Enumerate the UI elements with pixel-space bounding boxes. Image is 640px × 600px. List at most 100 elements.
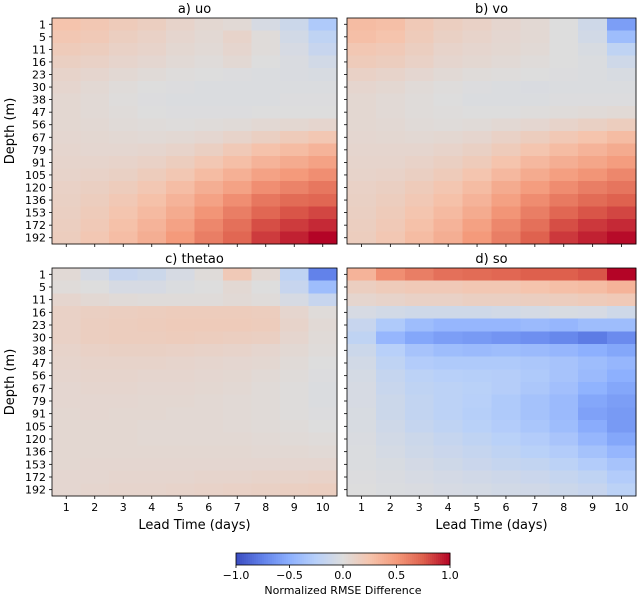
heatmap-cell xyxy=(433,382,464,396)
heatmap-cell xyxy=(223,131,253,145)
heatmap-cell xyxy=(404,293,435,307)
x-tick-label: 2 xyxy=(387,501,394,514)
heatmap-cell xyxy=(223,331,253,345)
heatmap-cell xyxy=(520,18,550,32)
heatmap-cell xyxy=(166,193,196,207)
heatmap-cell xyxy=(194,105,224,120)
heatmap-cell xyxy=(520,432,550,446)
heatmap-cell xyxy=(404,80,435,94)
colorbar-step xyxy=(398,553,401,565)
heatmap-cell xyxy=(520,55,550,69)
heatmap-cell xyxy=(520,407,550,421)
heatmap-cell xyxy=(308,206,338,220)
heatmap-cell xyxy=(137,420,167,434)
heatmap-cell xyxy=(137,18,167,32)
heatmap-cell xyxy=(347,382,377,396)
heatmap-cell xyxy=(280,394,310,408)
x-tick-label: 9 xyxy=(589,501,596,514)
heatmap-cell xyxy=(251,344,281,358)
heatmap-cell xyxy=(491,306,521,320)
heatmap-cell xyxy=(433,445,464,459)
heatmap-cell xyxy=(223,369,253,383)
heatmap-cell xyxy=(109,30,139,44)
heatmap-cell xyxy=(433,206,464,220)
heatmap-panel-1: a) uo15111623303847566779911051201361531… xyxy=(3,2,338,247)
heatmap-cell xyxy=(520,483,550,497)
colorbar-step xyxy=(328,553,331,565)
heatmap-cell xyxy=(223,420,253,434)
colorbar-step xyxy=(348,553,351,565)
heatmap-cell xyxy=(308,280,338,294)
heatmap-cell xyxy=(194,306,224,320)
heatmap-cell xyxy=(280,206,310,220)
heatmap-cell xyxy=(520,193,550,207)
y-tick-label: 16 xyxy=(32,56,46,69)
heatmap-cell xyxy=(549,131,579,145)
colorbar-step xyxy=(354,553,357,565)
heatmap-cell xyxy=(109,118,139,132)
heatmap-cell xyxy=(607,80,637,94)
heatmap-cell xyxy=(607,93,637,107)
heatmap-cell xyxy=(223,55,253,69)
heatmap-cell xyxy=(375,193,406,207)
heatmap-cell xyxy=(280,293,310,307)
heatmap-cell xyxy=(578,218,608,233)
colorbar-step xyxy=(352,553,355,565)
heatmap-cell xyxy=(308,43,338,57)
heatmap-cell xyxy=(404,30,435,44)
colorbar-step xyxy=(266,553,269,565)
heatmap-cell xyxy=(375,218,406,233)
heatmap-cell xyxy=(578,432,608,446)
heatmap-cell xyxy=(52,420,82,434)
heatmap-cell xyxy=(223,218,253,233)
heatmap-cell xyxy=(251,43,281,57)
heatmap-cell xyxy=(308,331,338,345)
heatmap-cell xyxy=(607,432,637,446)
heatmap-cell xyxy=(251,483,281,497)
heatmap-cell xyxy=(137,218,167,233)
heatmap-cell xyxy=(347,206,377,220)
heatmap-cell xyxy=(607,306,637,320)
heatmap-cell xyxy=(491,206,521,220)
heatmap-cell xyxy=(280,268,310,282)
heatmap-cell xyxy=(166,268,196,282)
heatmap-cell xyxy=(347,306,377,320)
x-tick-label: 5 xyxy=(474,501,481,514)
colorbar-step xyxy=(346,553,349,565)
colorbar-step xyxy=(444,553,447,565)
heatmap-cell xyxy=(549,331,579,345)
heatmap-cell xyxy=(137,118,167,132)
heatmap-cell xyxy=(251,318,281,332)
heatmap-cell xyxy=(549,143,579,157)
heatmap-cell xyxy=(52,470,82,484)
heatmap-cell xyxy=(280,407,310,421)
heatmap-cell xyxy=(80,331,110,345)
heatmap-cell xyxy=(375,445,406,459)
heatmap-cell xyxy=(375,68,406,82)
heatmap-cell xyxy=(194,331,224,345)
y-tick-label: 105 xyxy=(25,169,46,182)
x-tick-label: 10 xyxy=(316,501,330,514)
colorbar-step xyxy=(378,553,381,565)
heatmap-cell xyxy=(166,344,196,358)
heatmap-cell xyxy=(80,394,110,408)
heatmap-cell xyxy=(491,293,521,307)
colorbar-step xyxy=(414,553,417,565)
heatmap-cell xyxy=(194,218,224,233)
heatmap-cell xyxy=(462,394,493,408)
heatmap-cell xyxy=(375,420,406,434)
heatmap-cell xyxy=(433,231,464,245)
heatmap-cell xyxy=(166,394,196,408)
heatmap-cell xyxy=(491,218,521,233)
heatmap-cell xyxy=(404,193,435,207)
colorbar-step xyxy=(296,553,299,565)
heatmap-cell xyxy=(491,231,521,245)
heatmap-cell xyxy=(80,293,110,307)
heatmap-cell xyxy=(520,30,550,44)
heatmap-cell xyxy=(462,432,493,446)
heatmap-cell xyxy=(578,18,608,32)
heatmap-cell xyxy=(194,156,224,170)
heatmap-cell xyxy=(491,118,521,132)
heatmap-cell xyxy=(280,470,310,484)
heatmap-cell xyxy=(137,206,167,220)
